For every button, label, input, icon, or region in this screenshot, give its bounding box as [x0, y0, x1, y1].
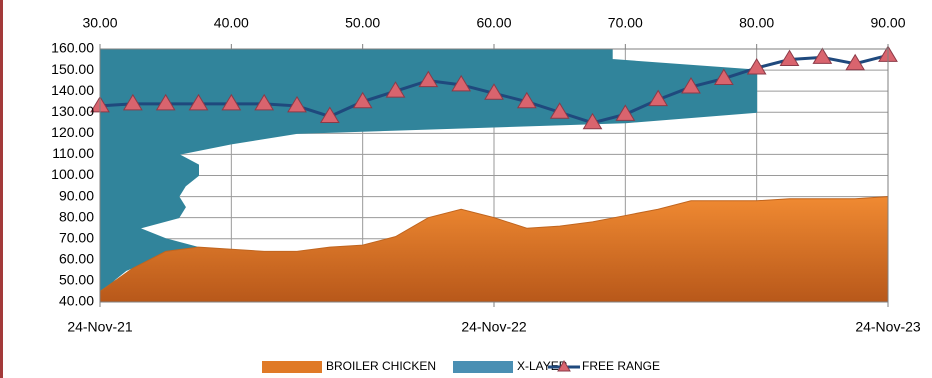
y-tick-label: 110.00: [52, 145, 94, 161]
marker: [516, 91, 537, 109]
y-tick-label: 60.00: [59, 251, 94, 267]
legend-label: FREE RANGE: [582, 359, 660, 373]
marker: [319, 106, 340, 123]
plot: [90, 45, 898, 303]
legend-marker: [557, 360, 571, 372]
marker: [418, 70, 439, 88]
x2-tick-label: 70.00: [608, 15, 643, 31]
y-tick-label: 40.00: [59, 293, 94, 309]
y-tick-label: 50.00: [59, 272, 94, 288]
marker: [549, 102, 570, 119]
marker: [648, 89, 669, 107]
x-tick-label: 24-Nov-23: [855, 319, 921, 335]
marker: [385, 81, 406, 98]
marker: [254, 93, 275, 111]
y-tick-label: 100.00: [51, 166, 94, 182]
y-tick-label: 150.00: [51, 61, 94, 77]
legend-swatch: [262, 361, 322, 373]
marker: [221, 93, 242, 111]
marker: [779, 49, 800, 67]
x2-tick-label: 90.00: [870, 15, 905, 31]
x-tick-label: 24-Nov-22: [461, 319, 527, 335]
marker: [713, 68, 734, 86]
x2-tick-label: 80.00: [739, 15, 774, 31]
marker: [155, 93, 176, 111]
marker: [845, 53, 866, 71]
marker: [122, 93, 143, 111]
x2-tick-label: 40.00: [214, 15, 249, 31]
legend-swatch: [453, 361, 513, 373]
axes: 40.00 50.00 60.00 70.00 80.00 90.00 100.00 110.…: [51, 15, 921, 335]
marker: [582, 112, 603, 130]
y-tick-label: 80.00: [59, 208, 94, 224]
plot-border: [99, 48, 889, 303]
y-tick-label: 140.00: [51, 82, 94, 98]
marker: [451, 74, 472, 92]
x2-tick-label: 30.00: [82, 15, 117, 31]
y-tick-label: 90.00: [59, 187, 94, 203]
legend-label: X-LAYER: [517, 359, 568, 373]
marker: [484, 83, 504, 100]
marker: [746, 58, 767, 75]
y-tick-label: 160.00: [51, 40, 94, 56]
x-tick-label: 24-Nov-21: [67, 319, 133, 335]
legend-label: BROILER CHICKEN: [326, 359, 436, 373]
x2-tick-label: 50.00: [345, 15, 380, 31]
y-tick-label: 120.00: [51, 124, 94, 140]
marker: [188, 93, 209, 111]
legend: BROILER CHICKEN X-LAYER FREE RANGE: [262, 359, 660, 373]
marker: [681, 76, 701, 94]
area: [99, 196, 889, 303]
marker: [812, 47, 833, 64]
y-tick-label: 130.00: [51, 103, 94, 119]
marker: [352, 91, 373, 109]
marker: [287, 95, 307, 113]
y-tick-label: 70.00: [59, 229, 94, 245]
x2-tick-label: 60.00: [476, 15, 511, 31]
marker: [615, 104, 636, 121]
